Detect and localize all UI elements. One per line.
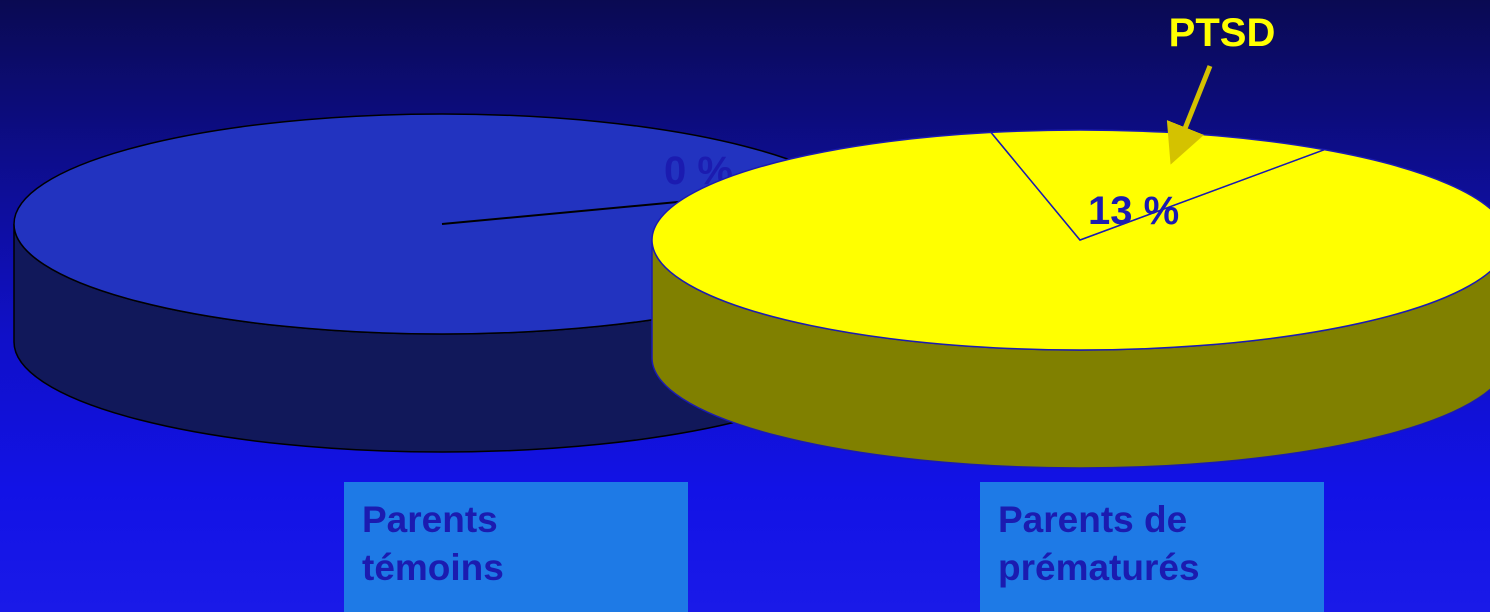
caption-parents-temoins: Parents témoins	[344, 482, 688, 612]
pie-prematures-ptsd-label: 13 %	[1088, 189, 1179, 233]
caption-prematures-line-1: Parents de	[998, 499, 1188, 540]
ptsd-arrow	[1166, 65, 1213, 165]
ptsd-annotation: PTSD	[1166, 11, 1276, 165]
caption-temoins-line-1: Parents	[362, 499, 498, 540]
pie-prematures-slice-ptsd	[989, 129, 1328, 241]
caption-parents-prematures: Parents de prématurés	[980, 482, 1324, 612]
caption-temoins-line-2: témoins	[362, 547, 504, 588]
pie-prematures: 13 %	[651, 129, 1490, 469]
ptsd-annotation-text: PTSD	[1169, 11, 1276, 55]
caption-prematures-line-2: prématurés	[998, 547, 1200, 588]
pie-prematures-slice-rest	[651, 131, 1490, 351]
